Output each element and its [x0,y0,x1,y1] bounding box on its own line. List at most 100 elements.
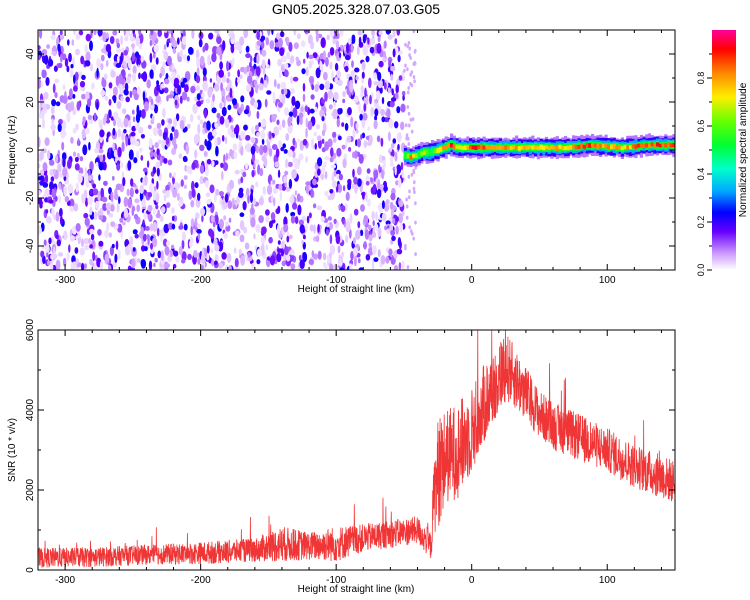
noise-cell [361,118,366,129]
noise-cell [375,211,378,222]
noise-cell [181,239,185,250]
noise-cell [229,87,233,98]
noise-cell [155,95,161,103]
noise-cell [242,201,247,211]
noise-cell [339,108,343,114]
noise-cell [182,54,189,61]
noise-cell [320,37,326,49]
noise-cell [400,103,406,113]
noise-cell [214,193,217,203]
colorbar-tick-label: 0.0 [696,264,706,277]
noise-cell [177,56,182,63]
noise-cell [150,248,154,254]
noise-cell [269,40,275,50]
noise-cell [196,93,201,101]
noise-cell [123,49,128,56]
noise-cell [63,185,67,196]
noise-cell [59,53,63,63]
noise-cell [229,148,233,157]
noise-cell [365,181,370,186]
noise-cell [326,223,330,228]
ridge-cell [563,146,568,151]
ridge-cell [509,145,513,150]
ridge-cell [460,146,465,151]
noise-cell [261,226,267,235]
ridge-cell [642,143,646,148]
noise-cell [212,221,216,228]
noise-cell [308,54,314,60]
noise-cell [240,146,244,156]
noise-cell [197,192,201,201]
noise-cell [46,216,52,224]
noise-cell [368,234,373,242]
ridge-cell [558,144,562,149]
noise-cell [52,83,56,94]
noise-cell [378,164,381,173]
noise-cell [150,242,153,250]
noise-cell [205,98,211,104]
noise-cell [95,161,99,167]
noise-cell [89,63,94,72]
noise-cell [339,267,345,270]
noise-cell [367,126,371,131]
noise-cell [376,135,381,143]
ridge-cell [501,145,505,150]
ridge-cell [436,148,440,153]
noise-cell [360,229,364,236]
noise-cell [88,237,91,245]
noise-cell [216,112,221,119]
noise-cell [335,40,340,50]
noise-cell [250,145,256,155]
ridge-cell [485,145,489,150]
noise-cell [292,157,298,163]
noise-cell [116,48,121,53]
ridge-cell [620,146,624,151]
noise-cell [298,112,304,119]
noise-cell [255,145,260,154]
noise-cell [376,188,382,199]
noise-cell [403,68,406,73]
noise-cell [149,69,154,79]
noise-cell [409,81,412,86]
noise-cell [196,56,201,68]
noise-cell [365,192,368,202]
noise-cell [278,140,282,149]
noise-cell [214,137,218,148]
noise-cell [390,239,394,245]
noise-cell [72,30,77,35]
noise-cell [289,249,295,256]
noise-cell [368,134,373,145]
ridge-cell [553,146,557,150]
noise-cell [43,91,49,100]
noise-cell [164,245,170,256]
noise-cell [203,151,208,157]
y-tick-label: 40 [25,48,36,60]
noise-cell [385,30,391,35]
noise-cell [98,215,104,221]
noise-cell [219,191,224,196]
noise-cell [136,104,140,116]
noise-cell [44,173,49,184]
noise-cell [184,126,188,132]
noise-cell [346,42,350,54]
noise-cell [351,183,355,189]
noise-cell [276,32,281,40]
noise-cell [355,129,359,134]
noise-cell [98,161,104,171]
noise-cell [332,264,339,270]
noise-cell [352,168,355,178]
noise-cell [147,124,152,130]
ridge-cell [536,145,540,151]
noise-cell [188,46,194,55]
ridge-cell [666,142,671,147]
noise-cell [191,162,196,170]
noise-cell [51,189,57,198]
noise-cell [383,185,388,192]
noise-cell [272,187,278,194]
noise-cell [408,123,411,128]
noise-cell [389,201,394,210]
noise-cell [290,263,296,270]
noise-cell [279,93,283,100]
noise-cell [100,63,104,71]
